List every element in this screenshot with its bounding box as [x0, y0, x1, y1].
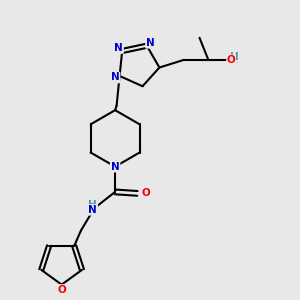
Text: N: N [111, 73, 119, 82]
Text: O: O [57, 285, 66, 295]
Text: H: H [230, 55, 239, 65]
Text: N: N [111, 162, 119, 172]
Text: N: N [114, 43, 123, 53]
Text: O: O [228, 55, 236, 65]
Text: O: O [227, 55, 236, 65]
Text: O: O [142, 188, 151, 198]
Text: H: H [230, 52, 239, 61]
Text: H: H [88, 200, 97, 210]
Text: N: N [146, 38, 155, 48]
Text: N: N [88, 205, 97, 215]
